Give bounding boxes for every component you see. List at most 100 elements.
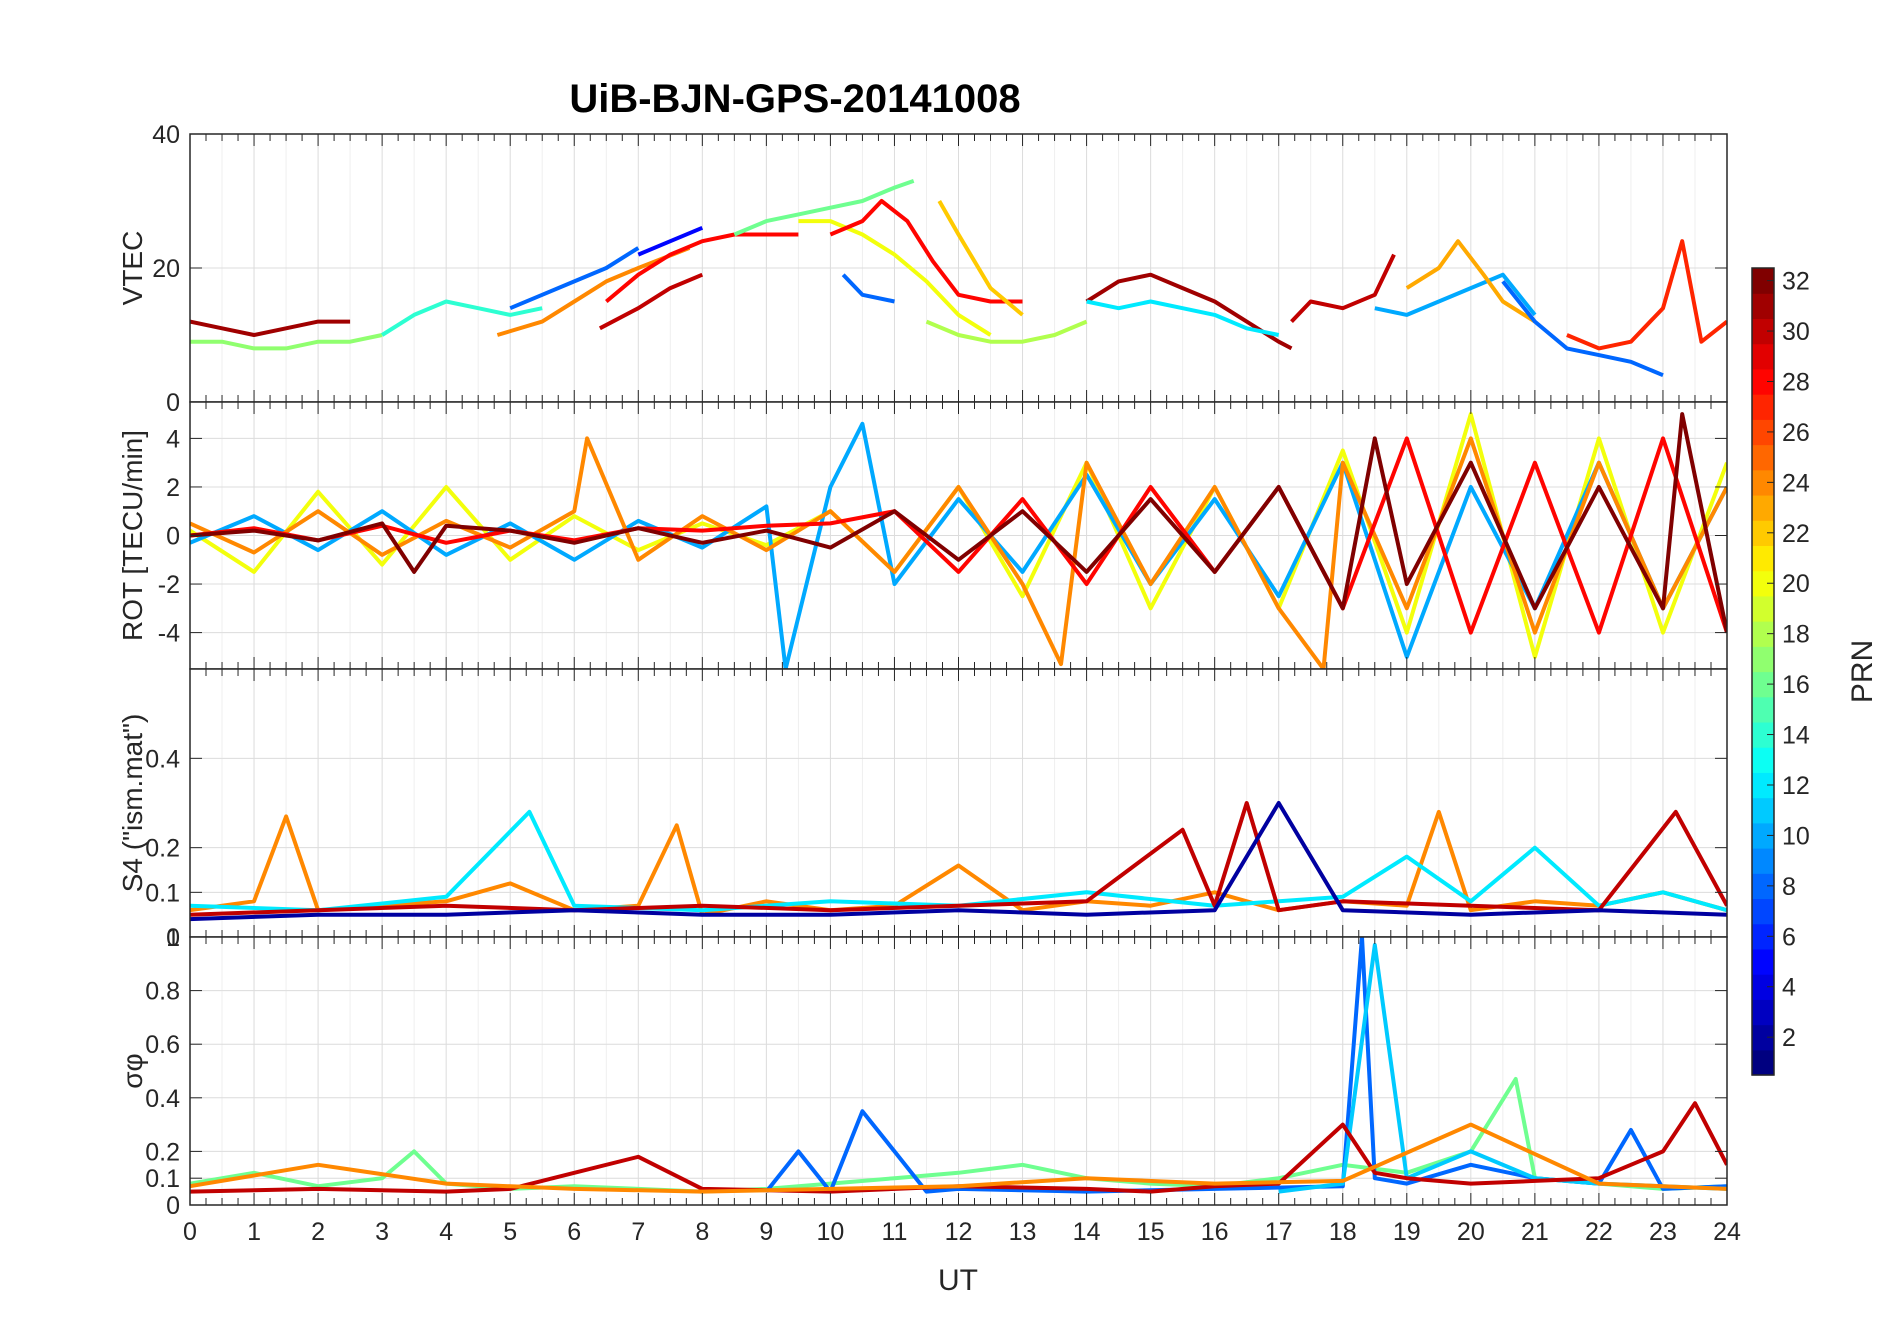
colorbar-tick-label: 2 xyxy=(1782,1024,1796,1052)
y-tick-label: -2 xyxy=(158,571,180,599)
colorbar-swatch xyxy=(1752,797,1774,824)
colorbar-swatch xyxy=(1752,293,1774,320)
colorbar-tick-label: 10 xyxy=(1782,822,1810,850)
y-axis-label: VTEC xyxy=(117,231,148,306)
series-prn-12 xyxy=(190,809,1727,913)
x-tick-label: 16 xyxy=(1201,1218,1229,1246)
y-tick-label: 2 xyxy=(166,474,180,502)
x-axis-label: UT xyxy=(938,1264,978,1297)
y-axis-label: ROT [TECU/min] xyxy=(117,430,148,641)
colorbar-tick-label: 26 xyxy=(1782,419,1810,447)
series-prn-5 xyxy=(637,225,704,257)
y-tick-label: 0.4 xyxy=(145,745,180,773)
colorbar-swatch xyxy=(1752,469,1774,496)
colorbar-swatch xyxy=(1752,974,1774,1000)
colorbar-swatch xyxy=(1752,394,1774,420)
colorbar-tick-label: 24 xyxy=(1782,469,1810,497)
colorbar-swatch xyxy=(1752,343,1774,370)
x-tick-label: 13 xyxy=(1009,1218,1037,1246)
colorbar-swatch xyxy=(1752,822,1774,849)
colorbar-swatch xyxy=(1752,873,1774,900)
series-prn-24 xyxy=(190,1122,1727,1194)
series-prn-12 xyxy=(1086,299,1280,337)
series-prn-18 xyxy=(925,319,1088,344)
y-tick-label: 0 xyxy=(166,1192,180,1220)
colorbar-swatch xyxy=(1752,671,1774,698)
series-prn-28 xyxy=(190,436,1727,635)
series-group xyxy=(190,412,1727,669)
x-tick-label: 18 xyxy=(1329,1218,1357,1246)
colorbar-swatch xyxy=(1752,494,1774,521)
colorbar-tick-label: 22 xyxy=(1782,520,1810,548)
y-tick-label: 0.1 xyxy=(145,1165,180,1193)
colorbar-tick-label: 16 xyxy=(1782,671,1810,699)
series-group xyxy=(190,801,1727,922)
colorbar-swatch xyxy=(1752,948,1774,975)
colorbar-swatch xyxy=(1752,318,1774,345)
x-tick-label: 4 xyxy=(439,1218,453,1246)
colorbar-swatch xyxy=(1752,621,1774,647)
x-tick-label: 11 xyxy=(881,1218,907,1246)
x-tick-label: 1 xyxy=(247,1218,261,1246)
x-tick-label: 12 xyxy=(945,1218,973,1246)
x-tick-label: 7 xyxy=(631,1218,645,1246)
series-group xyxy=(190,937,1727,1194)
x-tick-label: 22 xyxy=(1585,1218,1613,1246)
y-tick-label: 40 xyxy=(152,121,180,149)
colorbar-swatch xyxy=(1752,520,1774,547)
series-prn-8 xyxy=(1501,280,1664,378)
chart-title: UiB-BJN-GPS-20141008 xyxy=(569,77,1020,121)
y-tick-label: 0 xyxy=(166,924,180,952)
series-prn-24 xyxy=(496,246,691,337)
colorbar-swatch xyxy=(1752,898,1774,925)
x-tick-label: 15 xyxy=(1137,1218,1165,1246)
colorbar-swatch xyxy=(1752,444,1774,471)
y-axis-label: S4 ("ism.mat") xyxy=(117,714,148,893)
y-tick-label: 0.6 xyxy=(145,1031,180,1059)
series-group xyxy=(190,179,1727,378)
y-tick-label: -4 xyxy=(158,620,180,648)
panel-vtec: 0 20 40 VTEC xyxy=(117,121,1728,417)
panel-rot: -4 -2 0 2 4 ROT [TECU/min] xyxy=(117,401,1728,670)
colorbar-swatch xyxy=(1752,1024,1774,1051)
series-prn-30 xyxy=(190,801,1727,917)
colorbar-swatch xyxy=(1752,419,1774,446)
colorbar-swatch xyxy=(1752,595,1774,622)
colorbar-label: PRN xyxy=(1846,640,1879,703)
y-tick-label: 0 xyxy=(166,523,180,551)
series-prn-8 xyxy=(509,246,640,311)
series-prn-10 xyxy=(190,421,1727,669)
series-prn-10 xyxy=(1374,272,1537,317)
y-tick-label: 0.2 xyxy=(145,835,180,863)
y-tick-label: 0.8 xyxy=(145,978,180,1006)
y-tick-label: 20 xyxy=(152,255,180,283)
colorbar-tick-label: 30 xyxy=(1782,318,1810,346)
x-tick-label: 19 xyxy=(1393,1218,1421,1246)
colorbar-swatch xyxy=(1752,696,1774,723)
colorbar-tick-label: 28 xyxy=(1782,368,1810,396)
series-prn-8 xyxy=(841,273,895,304)
series-prn-20 xyxy=(798,219,992,337)
x-tick-label: 17 xyxy=(1265,1218,1293,1246)
y-tick-label: 4 xyxy=(166,425,180,453)
x-tick-label: 0 xyxy=(183,1218,197,1246)
y-tick-label: 0 xyxy=(166,389,180,417)
y-axis-label: σφ xyxy=(117,1053,148,1088)
series-prn-30 xyxy=(598,272,704,331)
x-tick-label: 8 xyxy=(695,1218,709,1246)
colorbar-swatch xyxy=(1752,646,1774,673)
x-tick-label: 9 xyxy=(759,1218,773,1246)
colorbar-tick-label: 4 xyxy=(1782,974,1796,1002)
series-prn-17 xyxy=(190,333,383,351)
colorbar-swatch xyxy=(1752,721,1774,748)
x-tick-label: 14 xyxy=(1073,1218,1101,1246)
series-prn-28 xyxy=(605,232,799,304)
colorbar-box xyxy=(1751,267,1775,1076)
series-prn-14 xyxy=(381,299,543,337)
panel-s4: 0 0.1 0.2 0.4S4 ("ism.mat") xyxy=(117,668,1728,952)
x-tick-label: 5 xyxy=(503,1218,517,1246)
series-prn-2 xyxy=(190,801,1727,922)
